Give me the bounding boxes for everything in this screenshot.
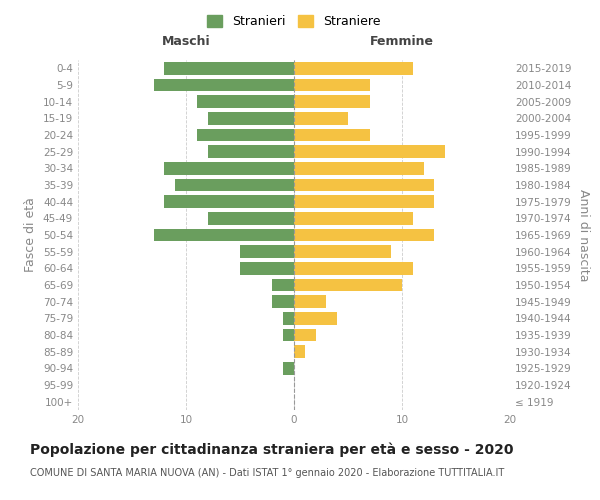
Bar [272,279,294,291]
Bar [208,112,294,124]
Bar [283,329,294,341]
Y-axis label: Fasce di età: Fasce di età [25,198,37,272]
Text: Popolazione per cittadinanza straniera per età e sesso - 2020: Popolazione per cittadinanza straniera p… [30,442,514,457]
Bar [208,212,294,224]
Bar [283,312,294,324]
Bar [175,179,294,192]
Bar [294,229,434,241]
Bar [294,346,305,358]
Bar [240,246,294,258]
Bar [294,329,316,341]
Bar [294,129,370,141]
Bar [294,79,370,92]
Bar [240,262,294,274]
Bar [294,196,434,208]
Y-axis label: Anni di nascita: Anni di nascita [577,188,590,281]
Bar [294,162,424,174]
Bar [283,362,294,374]
Bar [294,146,445,158]
Bar [294,312,337,324]
Text: Maschi: Maschi [161,36,211,49]
Bar [294,62,413,74]
Text: Femmine: Femmine [370,36,434,49]
Bar [294,279,402,291]
Bar [164,196,294,208]
Bar [197,129,294,141]
Bar [294,296,326,308]
Bar [154,229,294,241]
Bar [294,246,391,258]
Bar [272,296,294,308]
Bar [197,96,294,108]
Bar [154,79,294,92]
Bar [294,96,370,108]
Bar [164,162,294,174]
Bar [294,179,434,192]
Bar [208,146,294,158]
Bar [294,212,413,224]
Bar [164,62,294,74]
Text: COMUNE DI SANTA MARIA NUOVA (AN) - Dati ISTAT 1° gennaio 2020 - Elaborazione TUT: COMUNE DI SANTA MARIA NUOVA (AN) - Dati … [30,468,504,477]
Bar [294,112,348,124]
Bar [294,262,413,274]
Legend: Stranieri, Straniere: Stranieri, Straniere [202,10,386,34]
